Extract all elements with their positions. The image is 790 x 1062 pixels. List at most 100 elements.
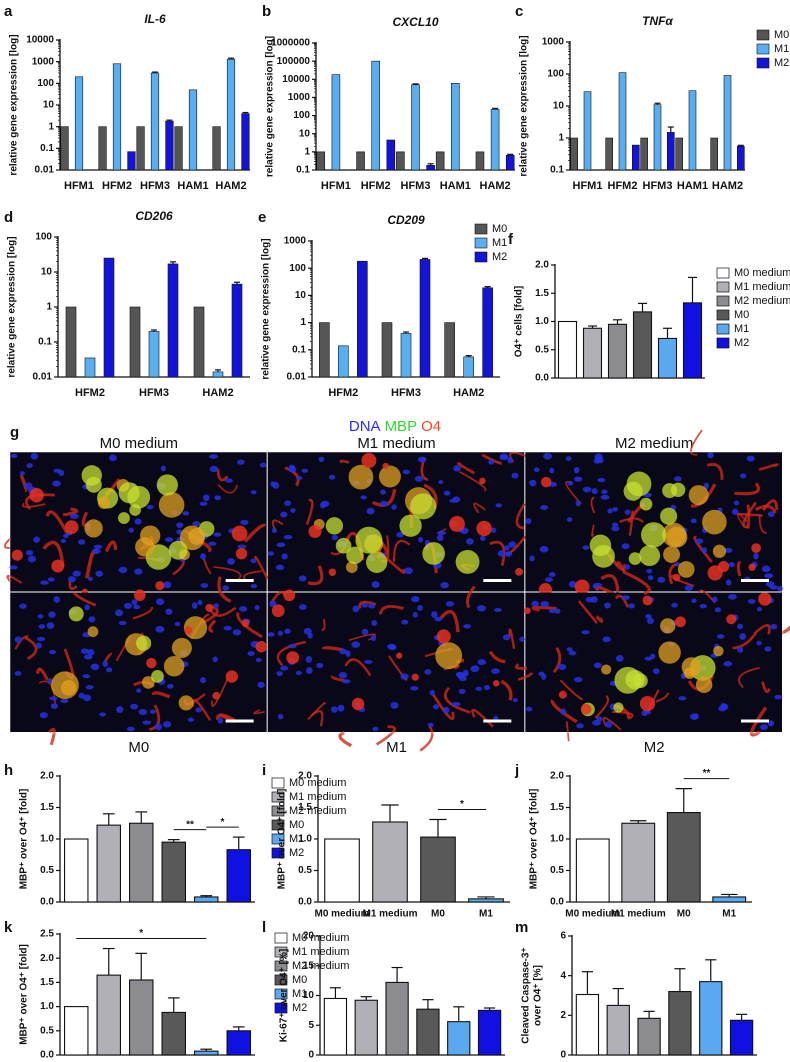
o4-process	[531, 605, 557, 612]
o4-process	[594, 695, 610, 719]
nucleus	[60, 538, 67, 544]
o4-cell	[241, 619, 250, 628]
y-tick-label: 10	[303, 990, 315, 1001]
nucleus	[272, 481, 280, 489]
mbp-cell	[658, 641, 681, 664]
o4-cell	[476, 520, 492, 537]
nucleus	[331, 534, 339, 541]
y-tick-label: 100	[37, 78, 54, 89]
column-label: M2 medium	[615, 435, 693, 452]
y-axis-label: relative gene expression [log]	[519, 35, 530, 176]
y-tick-label: 1.0	[40, 1001, 54, 1012]
nucleus	[209, 465, 219, 473]
legend-label: M1	[289, 833, 304, 845]
nucleus	[628, 603, 635, 609]
bar	[129, 979, 154, 1056]
nucleus	[38, 624, 46, 629]
o4-cell	[205, 603, 214, 612]
x-tick-label: M1 medium	[611, 909, 666, 920]
bar	[668, 990, 692, 1056]
o4-process	[754, 504, 777, 514]
mbp-cell	[702, 509, 727, 535]
nucleus	[767, 720, 775, 727]
nucleus	[307, 632, 313, 639]
nucleus	[502, 634, 511, 641]
o4-cell	[751, 543, 761, 553]
o4-process	[305, 498, 314, 525]
nucleus	[728, 562, 736, 568]
mbp-cell	[688, 485, 709, 506]
bar	[477, 1009, 502, 1056]
nucleus	[80, 648, 90, 654]
nucleus	[760, 724, 768, 731]
nucleus	[692, 713, 699, 719]
o4-process	[602, 717, 622, 731]
o4-process	[622, 570, 651, 596]
y-axis-label: Cleaved Caspase-3⁺	[521, 947, 532, 1043]
nucleus	[182, 511, 190, 516]
nucleus	[37, 614, 44, 619]
bar	[682, 302, 703, 379]
bar	[129, 306, 141, 378]
nucleus	[288, 644, 297, 649]
nucleus	[607, 508, 613, 514]
nucleus	[280, 511, 288, 518]
panel-letter: i	[262, 762, 266, 779]
chart-title: CD209	[387, 213, 425, 227]
bar	[381, 322, 393, 378]
o4-process	[217, 576, 232, 603]
nucleus	[164, 537, 174, 543]
o4-cell	[51, 559, 65, 573]
nucleus	[91, 548, 101, 554]
o4-process	[566, 721, 570, 742]
nucleus	[737, 646, 744, 653]
bar	[84, 357, 96, 378]
bar	[490, 109, 500, 171]
legend-label: M2 medium	[734, 295, 790, 307]
mbp-cell	[85, 476, 102, 493]
column-label: M1	[386, 739, 407, 756]
nucleus	[88, 616, 96, 623]
x-tick-label: HAM2	[712, 180, 743, 192]
nucleus	[511, 472, 519, 479]
y-tick-label: 0.1	[550, 165, 564, 176]
nucleus	[160, 465, 166, 472]
bar	[637, 1017, 661, 1056]
y-axis-label: O4⁺ cells [fold]	[514, 286, 525, 357]
nucleus	[47, 577, 55, 582]
micrograph	[3, 452, 269, 595]
o4-process	[595, 615, 604, 623]
nucleus	[299, 604, 307, 610]
mbp-cell	[355, 526, 383, 554]
bar	[136, 126, 145, 171]
o4-cell	[235, 547, 248, 560]
bar	[607, 323, 628, 379]
nucleus	[225, 478, 233, 483]
o4-process	[151, 691, 171, 699]
nucleus	[155, 625, 165, 633]
mbp-cell	[141, 676, 155, 689]
nucleus	[573, 466, 580, 474]
chart-title: CXCL10	[392, 15, 438, 29]
nucleus	[295, 670, 302, 675]
nucleus	[26, 463, 33, 469]
nucleus	[440, 581, 449, 589]
nucleus	[436, 534, 444, 542]
nucleus	[644, 710, 652, 715]
panel-letter: j	[514, 762, 519, 779]
nucleus	[451, 701, 461, 707]
nucleus	[445, 601, 455, 607]
mbp-cell	[681, 657, 702, 677]
mbp-cell	[129, 504, 141, 516]
bar	[212, 371, 224, 378]
bar	[712, 896, 747, 903]
o4-process	[45, 510, 70, 537]
x-tick-label: HFM2	[102, 180, 132, 192]
bar	[710, 137, 719, 171]
o4-cell	[361, 453, 377, 469]
nucleus	[477, 659, 487, 666]
y-tick-label: 10	[43, 100, 55, 111]
legend-label: M1 medium	[292, 946, 349, 958]
o4-process	[339, 459, 350, 464]
